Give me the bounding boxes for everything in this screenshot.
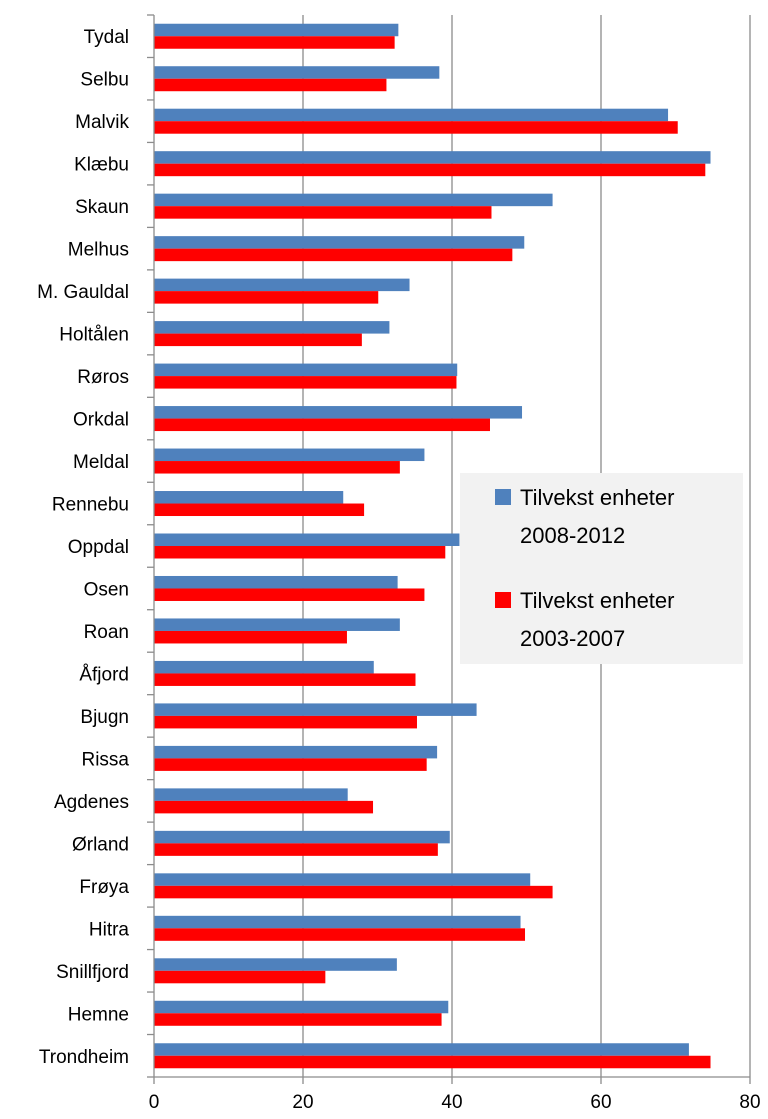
bar-series1-Tydal xyxy=(154,23,399,37)
bar-series2-Hemne xyxy=(154,1013,442,1026)
bar-series1-Ørland xyxy=(154,830,450,844)
legend-label: Tilvekst enheter xyxy=(520,588,674,613)
bar-series1-Hitra xyxy=(154,915,521,929)
bar-series2-Skaun xyxy=(154,206,492,219)
bar-series2-Frøya xyxy=(154,885,553,899)
bars xyxy=(154,23,711,1069)
category-label: Tydal xyxy=(84,27,129,48)
bar-series2-M. Gauldal xyxy=(154,291,379,304)
bar-series2-Klæbu xyxy=(154,163,706,177)
bar-series2-Røros xyxy=(154,376,457,389)
bar-series1-Rissa xyxy=(154,745,438,759)
bar-series2-Roan xyxy=(154,630,347,644)
category-label: Selbu xyxy=(80,70,129,91)
bar-series2-Orkdal xyxy=(154,418,490,432)
category-label: M. Gauldal xyxy=(37,282,129,303)
bar-series2-Malvik xyxy=(154,121,678,134)
category-labels: Tydal Selbu Malvik Klæbu Skaun Melhus M. Gauld… xyxy=(37,27,129,1068)
category-label: Oppdal xyxy=(68,537,129,558)
bar-series2-Trondheim xyxy=(154,1055,711,1069)
category-label: Hitra xyxy=(89,919,130,940)
bar-series1-Selbu xyxy=(154,66,440,79)
bar-series2-Tydal xyxy=(154,36,395,49)
x-tick-label: 80 xyxy=(739,1092,760,1113)
bar-series1-Snillfjord xyxy=(154,958,397,971)
x-tick-label: 20 xyxy=(292,1092,313,1113)
bar-series1-Orkdal xyxy=(154,406,523,419)
bar-series2-Hitra xyxy=(154,928,526,941)
bar-series1-Hemne xyxy=(154,1000,449,1014)
bar-series1-Klæbu xyxy=(154,151,711,164)
bar-series2-Rissa xyxy=(154,758,427,771)
bar-series1-Rennebu xyxy=(154,491,344,504)
bar-series1-Osen xyxy=(154,575,398,589)
legend-swatch xyxy=(495,489,511,505)
x-tick-label: 60 xyxy=(590,1092,611,1113)
bar-series2-Ørland xyxy=(154,843,438,856)
bar-series2-Agdenes xyxy=(154,800,374,814)
category-label: Åfjord xyxy=(79,664,129,685)
category-label: Holtålen xyxy=(59,325,129,346)
category-label: Melhus xyxy=(68,240,129,261)
legend-label: Tilvekst enheter xyxy=(520,485,674,510)
category-label: Osen xyxy=(84,579,129,600)
category-label: Roan xyxy=(84,622,129,643)
legend-label: 2008-2012 xyxy=(520,523,625,548)
bar-series1-M. Gauldal xyxy=(154,278,410,292)
bar-series2-Meldal xyxy=(154,461,400,474)
bar-series1-Meldal xyxy=(154,448,425,462)
category-label: Ørland xyxy=(72,834,129,855)
bar-series1-Åfjord xyxy=(154,660,374,674)
bar-series1-Trondheim xyxy=(154,1043,689,1056)
bar-series2-Snillfjord xyxy=(154,970,326,984)
bar-series1-Bjugn xyxy=(154,703,477,716)
legend-swatch xyxy=(495,592,511,608)
bar-series2-Åfjord xyxy=(154,673,416,686)
bar-series2-Bjugn xyxy=(154,715,417,729)
category-label: Snillfjord xyxy=(56,962,129,983)
category-label: Bjugn xyxy=(80,707,129,728)
bar-series1-Melhus xyxy=(154,236,525,249)
bar-series2-Melhus xyxy=(154,248,513,262)
category-label: Rennebu xyxy=(52,495,129,516)
bar-series1-Roan xyxy=(154,618,400,631)
category-label: Trondheim xyxy=(39,1047,129,1068)
bar-series2-Rennebu xyxy=(154,503,365,517)
x-tick-labels: 0 20 40 60 80 xyxy=(149,1092,761,1113)
category-label: Rissa xyxy=(81,749,129,770)
category-label: Røros xyxy=(77,367,129,388)
legend-label: 2003-2007 xyxy=(520,626,625,651)
bar-series1-Malvik xyxy=(154,108,669,122)
category-label: Malvik xyxy=(75,112,129,133)
bar-series1-Røros xyxy=(154,363,458,377)
legend: Tilvekst enheter 2008-2012 Tilvekst enhete… xyxy=(460,473,743,664)
category-label: Skaun xyxy=(75,197,129,218)
bar-series1-Skaun xyxy=(154,193,553,207)
axes xyxy=(147,14,751,1084)
bar-series2-Oppdal xyxy=(154,546,446,559)
x-tick-label: 0 xyxy=(149,1092,160,1113)
bar-series1-Frøya xyxy=(154,873,531,886)
category-label: Klæbu xyxy=(74,155,129,176)
bar-series1-Oppdal xyxy=(154,533,460,546)
bar-series2-Holtålen xyxy=(154,333,362,347)
category-label: Agdenes xyxy=(54,792,129,813)
bar-series2-Selbu xyxy=(154,78,387,92)
category-label: Orkdal xyxy=(73,410,129,431)
x-tick-label: 40 xyxy=(441,1092,462,1113)
bar-series1-Agdenes xyxy=(154,788,348,801)
category-label: Hemne xyxy=(68,1004,129,1025)
bar-series1-Holtålen xyxy=(154,321,390,334)
category-label: Frøya xyxy=(79,877,129,898)
category-label: Meldal xyxy=(73,452,129,473)
bar-series2-Osen xyxy=(154,588,425,601)
